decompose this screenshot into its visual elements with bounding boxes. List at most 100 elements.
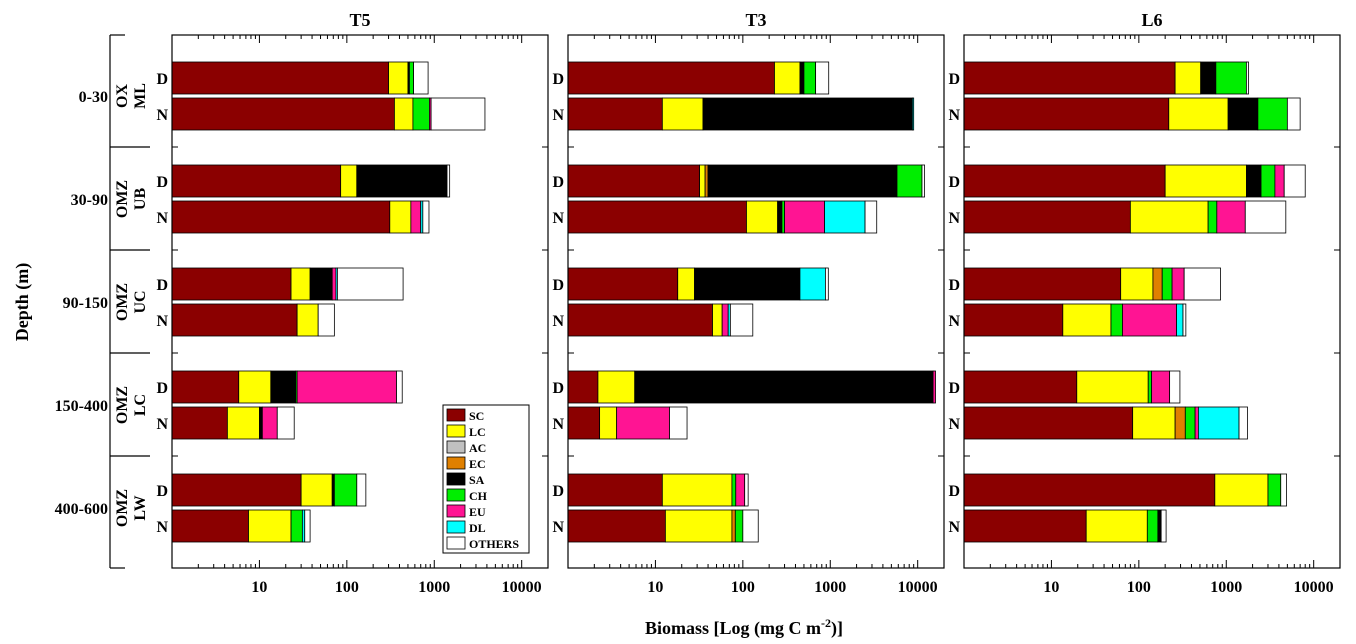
panel-L6 [963,34,1341,569]
bar-segment-lc [746,200,779,234]
bar-segment-dl [911,97,915,131]
bar-segment-ch [1215,61,1247,95]
bar-segment-others [304,509,311,543]
bar-segment-ch [734,509,744,543]
bar-segment-lc [597,370,636,404]
period-label-n: N [948,313,960,330]
period-label-d: D [156,380,168,397]
period-label-d: D [156,71,168,88]
period-label-d: D [552,174,564,191]
bar-segment-lc [1129,200,1209,234]
bar-segment-ch [1184,406,1196,440]
bar-segment-eu [1171,267,1185,301]
bar-segment-ch [731,473,737,507]
bar-segment-ec [704,164,709,198]
bar-segment-sa [309,267,333,301]
bar-segment-sc [171,303,298,337]
bar-segment-ch [1257,97,1288,131]
bar-segment-dl [799,267,826,301]
bar-segment-others [1283,164,1306,198]
zone-label: OMZ UB [114,180,149,218]
bar-segment-ch [333,473,358,507]
bar-segment-sc [171,509,249,543]
legend-label-ch: CH [469,489,488,503]
zone-label-line2: LW [132,495,149,520]
period-label-d: D [552,380,564,397]
panel-frame [171,34,549,569]
bar-segment-lc [1214,473,1269,507]
period-label-n: N [156,519,168,536]
bar-segment-sc [171,61,389,95]
zone-label: OMZ UC [114,283,149,321]
bar-segment-others [1238,406,1248,440]
bar-segment-others [825,267,829,301]
bar-segment-lc [388,61,409,95]
bar-segment-others [1182,303,1187,337]
period-label-d: D [156,174,168,191]
bar-segment-sc [963,473,1216,507]
zone-label: OMZ LW [114,489,149,527]
bar-segment-dl [1176,303,1184,337]
legend-label-ac: AC [469,441,486,455]
bar-segment-lc [1076,370,1149,404]
bar-segment-others [815,61,830,95]
bar-segment-sc [567,61,775,95]
bar-segment-lc [1174,61,1202,95]
bar-segment-others [396,370,403,404]
bar-segment-sc [963,267,1122,301]
bar-segment-ch [803,61,817,95]
bar-segment-lc [1120,267,1154,301]
bar-segment-ch [1161,267,1173,301]
bar-segment-sa [694,267,801,301]
period-label-d: D [948,277,960,294]
legend-swatch-eu [446,504,466,518]
bar-segment-sc [171,97,395,131]
period-label-n: N [948,107,960,124]
bar-segment-others [1169,370,1181,404]
bar-segment-eu [1151,370,1171,404]
bar-segment-sc [567,509,666,543]
period-label-n: N [552,210,564,227]
period-label-d: D [552,483,564,500]
zone-label-line2: LC [132,394,149,416]
panel-frame [963,34,1341,569]
bar-segment-others [864,200,878,234]
legend-swatch-dl [446,520,466,534]
legend-swatch-ec [446,456,466,470]
bar-segment-sc [963,406,1134,440]
x-tick-label: 10 [647,579,663,596]
x-axis-title: Biomass [Log (mg C m-2)] [645,616,843,639]
bar-segment-ch [1267,473,1282,507]
bar-segment-others [1183,267,1221,301]
bar-segment-eu [331,267,337,301]
zone-label-line2: UC [132,290,149,313]
bar-segment-others [742,509,759,543]
bar-segment-sc [171,473,302,507]
period-label-d: D [156,483,168,500]
bar-segment-lc [1132,406,1176,440]
legend-label-others: OTHERS [469,537,519,551]
legend-label-dl: DL [469,521,486,535]
bar-segment-eu [296,370,397,404]
legend-label-eu: EU [469,505,486,519]
zone-label: OX ML [114,83,149,109]
legend-swatch-ac [446,440,466,454]
bar-segment-ec [731,509,736,543]
bar-segment-sa [1227,97,1259,131]
bar-segment-others [276,406,295,440]
legend-swatch-sc [446,408,466,422]
bar-segment-lc [712,303,723,337]
bar-segment-ch [1207,200,1218,234]
panel-title-t3: T3 [745,10,766,30]
period-label-d: D [552,277,564,294]
bar-segment-sc [963,61,1176,95]
period-label-d: D [948,71,960,88]
period-label-n: N [552,519,564,536]
bar-segment-lc [290,267,311,301]
bar-segment-ch [1146,509,1159,543]
bar-segment-eu [1216,200,1246,234]
bar-segment-lc [389,200,412,234]
bar-segment-ch [896,164,923,198]
period-label-n: N [156,416,168,433]
bar-segment-lc [1062,303,1112,337]
